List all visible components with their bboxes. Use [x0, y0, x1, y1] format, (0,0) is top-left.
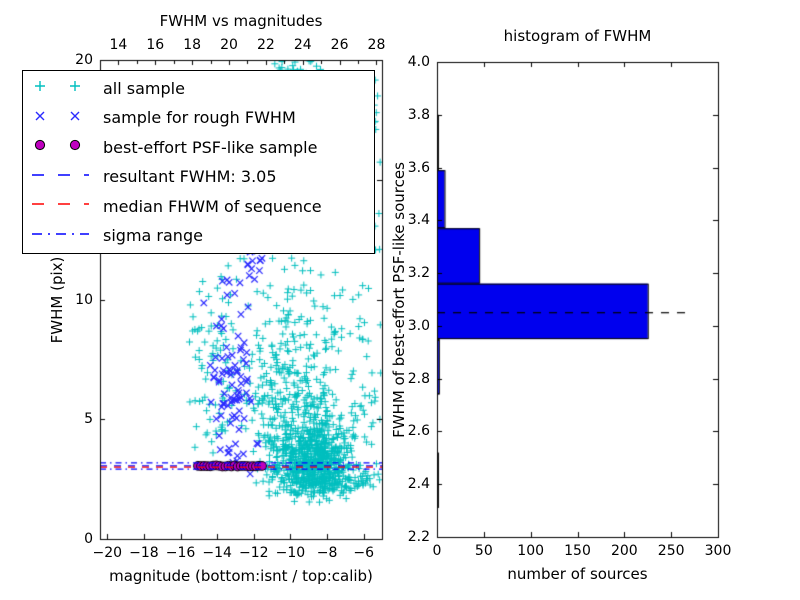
tick-label: 0: [432, 543, 442, 559]
left-plot-title: FWHM vs magnitudes: [159, 12, 323, 30]
legend-marker: [29, 78, 101, 98]
tick-label: 2.6: [407, 423, 430, 440]
legend-item: sample for rough FWHM: [29, 104, 374, 132]
tick-label: −18: [129, 545, 159, 561]
legend: all sample sample for rough FWHM best-effo…: [22, 70, 375, 254]
right-xaxis-label: number of sources: [507, 565, 648, 583]
tick-label: 22: [256, 37, 275, 53]
tick-label: 3.2: [407, 265, 430, 282]
tick-label: 10: [75, 291, 93, 308]
tick-label: 2.8: [407, 370, 430, 387]
tick-label: 0: [84, 531, 93, 547]
legend-item: all sample: [29, 74, 374, 102]
left-xaxis-label: magnitude (bottom:isnt / top:calib): [109, 567, 373, 585]
legend-item-label: all sample: [103, 78, 185, 98]
tick-label: 50: [474, 543, 493, 559]
tick-label: 5: [84, 411, 93, 428]
tick-label: 26: [330, 37, 349, 53]
legend-item-label: sigma range: [103, 226, 203, 246]
tick-label: 250: [657, 543, 685, 559]
legend-marker: [29, 226, 101, 246]
tick-label: 150: [564, 543, 591, 559]
tick-label: 20: [220, 37, 238, 53]
legend-item-label: best-effort PSF-like sample: [103, 137, 318, 157]
legend-marker: [29, 137, 101, 157]
tick-label: −12: [239, 545, 269, 561]
tick-label: 24: [293, 37, 312, 53]
dashed-icon: [32, 203, 89, 205]
left-yaxis-label: FWHM (pix): [48, 256, 66, 344]
tick-label: −6: [353, 545, 375, 561]
tick-label: 18: [183, 37, 202, 53]
legend-marker: [29, 167, 101, 187]
legend-item-label: median FHWM of sequence: [103, 196, 322, 216]
dashdot-icon: [32, 232, 89, 235]
tick-label: −10: [275, 545, 306, 561]
tick-label: −20: [92, 545, 123, 561]
tick-label: 20: [75, 52, 93, 68]
legend-marker: [29, 108, 101, 128]
tick-label: −8: [316, 545, 338, 561]
tick-label: 100: [517, 543, 545, 559]
tick-label: 2.4: [407, 476, 430, 493]
tick-label: 3.0: [407, 317, 430, 334]
tick-label: −16: [165, 545, 196, 561]
legend-item-label: sample for rough FWHM: [103, 108, 296, 128]
tick-label: 14: [109, 37, 128, 53]
tick-label: 4.0: [407, 54, 430, 70]
tick-label: 200: [610, 543, 638, 559]
tick-label: 300: [704, 543, 732, 559]
right-yaxis-label: FWHM of best-effort PSF-like sources: [390, 162, 408, 438]
right-plot-title: histogram of FWHM: [503, 27, 652, 45]
legend-item-label: resultant FWHM: 3.05: [103, 167, 277, 187]
tick-label: −14: [202, 545, 232, 561]
legend-item: best-effort PSF-like sample: [29, 133, 374, 161]
legend-item: sigma range: [29, 222, 374, 250]
tick-label: 3.6: [407, 159, 430, 176]
legend-item: resultant FWHM: 3.05: [29, 163, 374, 191]
tick-label: 28: [367, 37, 386, 53]
tick-label: 16: [146, 37, 165, 53]
dashed-icon: [32, 173, 89, 176]
cross-icon: [35, 111, 80, 121]
legend-marker: [29, 196, 101, 216]
tick-label: 2.2: [407, 529, 430, 545]
tick-label: 3.4: [407, 212, 430, 229]
plus-icon: [35, 81, 80, 92]
tick-label: 3.8: [407, 106, 430, 123]
circle-icon: [34, 140, 81, 151]
legend-item: median FHWM of sequence: [29, 192, 374, 220]
